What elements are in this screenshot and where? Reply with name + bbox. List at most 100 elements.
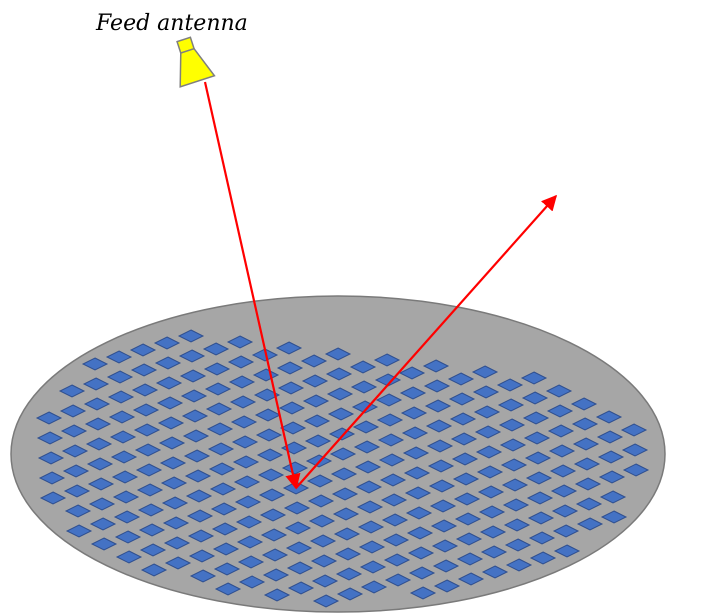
patch-element	[334, 547, 362, 561]
patch-element	[109, 430, 137, 444]
patch-element	[423, 379, 451, 393]
patch-element	[189, 569, 217, 583]
patch-element	[408, 566, 436, 580]
patch-element	[275, 341, 303, 355]
patch-element-grid	[35, 329, 650, 608]
patch-element	[359, 560, 387, 574]
patch-element	[227, 355, 255, 369]
patch-element	[205, 402, 233, 416]
patch-element	[478, 505, 506, 519]
patch-element	[285, 541, 313, 555]
patch-element	[405, 506, 433, 520]
patch-element	[620, 423, 648, 437]
patch-element	[81, 357, 109, 371]
patch-element	[202, 342, 230, 356]
patch-element	[553, 544, 581, 558]
patch-element	[209, 482, 237, 496]
patch-element	[310, 554, 338, 568]
patch-element	[257, 468, 285, 482]
patch-element	[357, 520, 385, 534]
patch-element	[214, 582, 242, 596]
patch-element	[62, 464, 90, 478]
patch-element	[108, 410, 136, 424]
patch-element	[186, 509, 214, 523]
patch-element	[87, 477, 115, 491]
patch-element	[481, 565, 509, 579]
patch-element	[378, 453, 406, 467]
patch-element	[65, 524, 93, 538]
patch-element	[115, 550, 143, 564]
patch-element	[63, 484, 91, 498]
patch-element	[208, 462, 236, 476]
patch-element	[455, 532, 483, 546]
patch-element	[622, 463, 650, 477]
patch-element	[206, 422, 234, 436]
patch-element	[213, 562, 241, 576]
patch-element	[207, 442, 235, 456]
patch-element	[61, 444, 89, 458]
patch-element	[179, 369, 207, 383]
patch-element	[549, 464, 577, 478]
patch-element	[477, 485, 505, 499]
patch-element	[576, 517, 604, 531]
patch-element	[279, 421, 307, 435]
patch-element	[129, 343, 157, 357]
patch-element	[139, 543, 167, 557]
patch-element	[449, 412, 477, 426]
patch-element	[181, 409, 209, 423]
patch-element	[379, 473, 407, 487]
horn-antenna-icon	[176, 36, 216, 88]
patch-element	[350, 380, 378, 394]
patch-element	[456, 552, 484, 566]
patch-element	[36, 431, 64, 445]
patch-element	[329, 447, 357, 461]
patch-element	[258, 488, 286, 502]
patch-element	[188, 549, 216, 563]
patch-element	[575, 497, 603, 511]
patch-element	[154, 356, 182, 370]
patch-element	[471, 365, 499, 379]
patch-element	[373, 353, 401, 367]
patch-element	[135, 463, 163, 477]
patch-element	[60, 424, 88, 438]
patch-element	[448, 392, 476, 406]
patch-element	[251, 348, 279, 362]
patch-element	[383, 553, 411, 567]
patch-element	[226, 335, 254, 349]
patch-element	[330, 467, 358, 481]
patch-element	[326, 387, 354, 401]
patch-element	[301, 374, 329, 388]
patch-element	[476, 465, 504, 479]
patch-element	[110, 450, 138, 464]
patch-element	[596, 430, 624, 444]
patch-element	[90, 537, 118, 551]
patch-element	[552, 524, 580, 538]
patch-element	[430, 519, 458, 533]
patch-element	[380, 493, 408, 507]
patch-element	[184, 469, 212, 483]
patch-element	[163, 536, 191, 550]
patch-element	[138, 523, 166, 537]
patch-element	[502, 498, 530, 512]
patch-element	[89, 517, 117, 531]
patch-element	[473, 405, 501, 419]
patch-element	[235, 515, 263, 529]
patch-element	[528, 531, 556, 545]
patch-element	[333, 527, 361, 541]
patch-element	[237, 555, 265, 569]
patch-element	[520, 371, 548, 385]
patch-element	[425, 419, 453, 433]
patch-element	[571, 417, 599, 431]
patch-element	[287, 581, 315, 595]
patch-element	[283, 501, 311, 515]
patch-element	[401, 426, 429, 440]
patch-element	[399, 386, 427, 400]
patch-element	[64, 504, 92, 518]
patch-element	[381, 513, 409, 527]
patch-element	[309, 534, 337, 548]
patch-element	[105, 350, 133, 364]
patch-element	[332, 507, 360, 521]
incident-ray	[203, 81, 301, 490]
patch-element	[472, 385, 500, 399]
